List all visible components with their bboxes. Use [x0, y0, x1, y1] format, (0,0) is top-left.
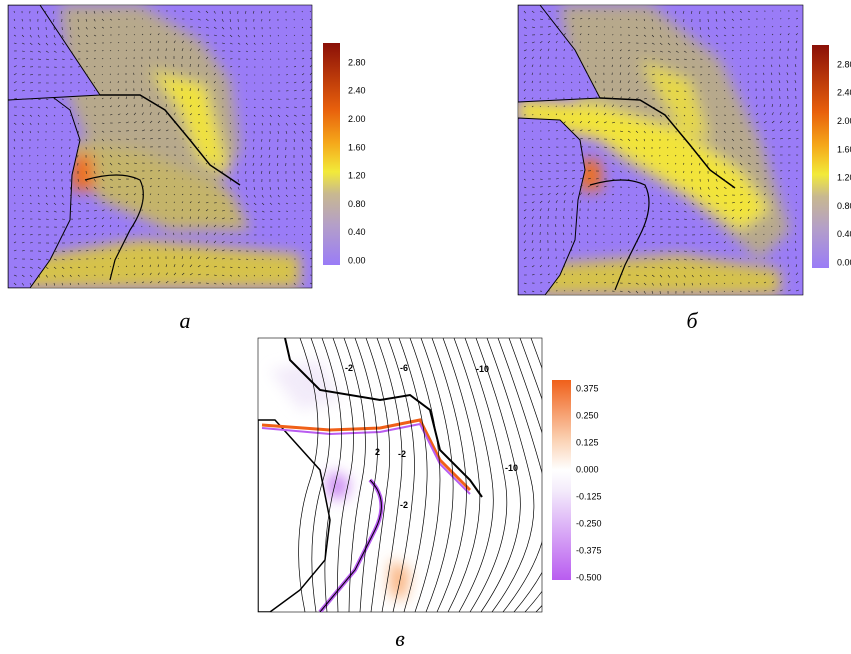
- colorbar-tick-label: -0.375: [576, 545, 602, 555]
- contour-line: [442, 338, 481, 612]
- contour-label: -10: [476, 364, 489, 374]
- colorbar-tick-label: 1.60: [348, 142, 366, 152]
- colorbar-tick-label: 2.40: [837, 88, 851, 98]
- velocity-field: [8, 5, 312, 288]
- contour-line: [343, 338, 366, 612]
- colorbar-tick-label: -0.500: [576, 572, 602, 582]
- panel-label: а: [180, 308, 191, 333]
- contour-line: [310, 338, 331, 612]
- colorbar-tick-label: -0.125: [576, 491, 602, 501]
- panel-label: в: [395, 626, 405, 651]
- colorbar-tick-label: 0.125: [576, 437, 599, 447]
- colorbar-tick-label: 2.00: [837, 116, 851, 126]
- colorbar-tick-label: 0.40: [348, 227, 366, 237]
- colorbar-tick-label: 2.80: [348, 57, 366, 67]
- contour-line: [486, 338, 535, 612]
- contour-label: -2: [398, 449, 406, 459]
- colorbar: [812, 45, 829, 268]
- contour-line: [497, 338, 542, 612]
- contour-line: [453, 338, 494, 612]
- difference-field: [258, 338, 542, 612]
- contour-line: [321, 338, 342, 612]
- colorbar-tick-label: 0.375: [576, 383, 599, 393]
- contour-line: [464, 338, 508, 612]
- contour-line: [475, 338, 521, 612]
- colorbar: [323, 43, 340, 265]
- colorbar-tick-label: 0.80: [348, 199, 366, 209]
- contour-line: [519, 338, 542, 612]
- contour-line: [508, 338, 542, 612]
- panel-b: 2.80 2.40 2.00 1.60 1.20 0.80 0.40 0.00 б: [517, 4, 851, 333]
- contour-label: -6: [400, 363, 408, 373]
- vector-arrows: [13, 10, 312, 286]
- colorbar-tick-label: 1.60: [837, 144, 851, 154]
- velocity-field: [518, 5, 799, 295]
- contour-line: [332, 338, 354, 612]
- colorbar-tick-label: 0.00: [837, 257, 851, 267]
- colorbar: [552, 380, 571, 580]
- contour-label: -10: [505, 463, 518, 473]
- colorbar-tick-label: 0.000: [576, 464, 599, 474]
- colorbar-tick-label: 0.00: [348, 255, 366, 265]
- contour-line: [365, 338, 391, 612]
- contour-line: [354, 338, 378, 612]
- contour-label: -2: [345, 363, 353, 373]
- colorbar-tick-label: 2.00: [348, 114, 366, 124]
- panel-a: 2.80 2.40 2.00 1.60 1.20 0.80 0.40 0.00 а: [7, 4, 366, 333]
- contour-line: [398, 338, 428, 612]
- contour-line: [376, 338, 403, 612]
- contour-label: -2: [400, 500, 408, 510]
- panel-c: -2 -6 -10 -2 -10 -2 2 0.375 0.250 0.125 0.0…: [257, 337, 602, 651]
- colorbar-tick-label: 1.20: [348, 171, 366, 181]
- contour-line: [409, 338, 441, 612]
- contour-line: [387, 338, 415, 612]
- panel-label: б: [686, 308, 698, 333]
- vector-arrows: [523, 10, 799, 294]
- contour-line: [431, 338, 467, 612]
- contour-line: [420, 338, 454, 612]
- colorbar-tick-label: 2.40: [348, 86, 366, 96]
- colorbar-tick-label: 2.80: [837, 59, 851, 69]
- colorbar-tick-label: 1.20: [837, 173, 851, 183]
- colorbar-tick-label: 0.40: [837, 229, 851, 239]
- colorbar-tick-label: 0.80: [837, 201, 851, 211]
- contour-label: 2: [375, 447, 380, 457]
- colorbar-tick-label: 0.250: [576, 410, 599, 420]
- colorbar-tick-label: -0.250: [576, 518, 602, 528]
